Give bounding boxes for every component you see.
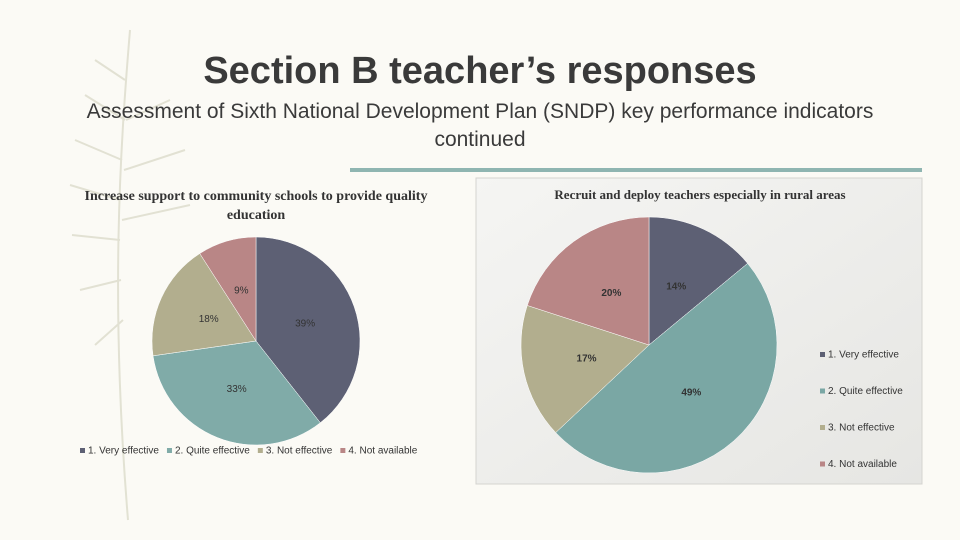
pie-slice xyxy=(152,340,321,446)
legend-swatch xyxy=(80,448,85,453)
feather-decoration xyxy=(69,29,191,521)
legend-label: 2. Quite effective xyxy=(828,386,903,397)
legend-swatch xyxy=(820,388,825,394)
pie-slice xyxy=(199,236,257,342)
pie-slice xyxy=(648,216,748,346)
legend-label: 3. Not effective xyxy=(828,423,895,434)
data-label: 9% xyxy=(234,286,249,297)
chart-title: Increase support to community schools to… xyxy=(84,189,428,223)
data-label: 14% xyxy=(666,282,686,293)
pie-slice xyxy=(151,253,257,357)
data-label: 18% xyxy=(199,314,219,325)
legend-swatch xyxy=(820,425,825,430)
slide-subtitle: Assessment of Sixth National Development… xyxy=(86,100,874,151)
pie-slice xyxy=(255,236,361,424)
pie-slice xyxy=(555,263,778,474)
data-label: 33% xyxy=(227,384,247,395)
legend-label: 1. Very effective xyxy=(828,350,899,361)
data-label: 17% xyxy=(577,354,597,365)
legend-swatch xyxy=(340,448,346,453)
legend-swatch xyxy=(820,461,825,467)
pie-slice xyxy=(520,305,650,433)
legend-swatch xyxy=(257,448,263,453)
pie-slice xyxy=(526,216,650,346)
legend-label: 1. Very effective xyxy=(88,446,159,457)
legend-swatch xyxy=(820,352,825,357)
legend-swatch xyxy=(166,448,172,453)
data-label: 20% xyxy=(601,288,621,299)
slide-title: Section B teacher’s responses xyxy=(203,50,757,92)
legend-label: 2. Quite effective xyxy=(175,446,250,457)
legend-label: 4. Not available xyxy=(348,446,417,457)
legend-label: 4. Not available xyxy=(828,459,897,470)
data-label: 49% xyxy=(681,388,701,399)
chart-title: Recruit and deploy teachers especially i… xyxy=(554,187,846,202)
legend-label: 3. Not effective xyxy=(266,446,333,457)
data-label: 39% xyxy=(295,319,315,330)
